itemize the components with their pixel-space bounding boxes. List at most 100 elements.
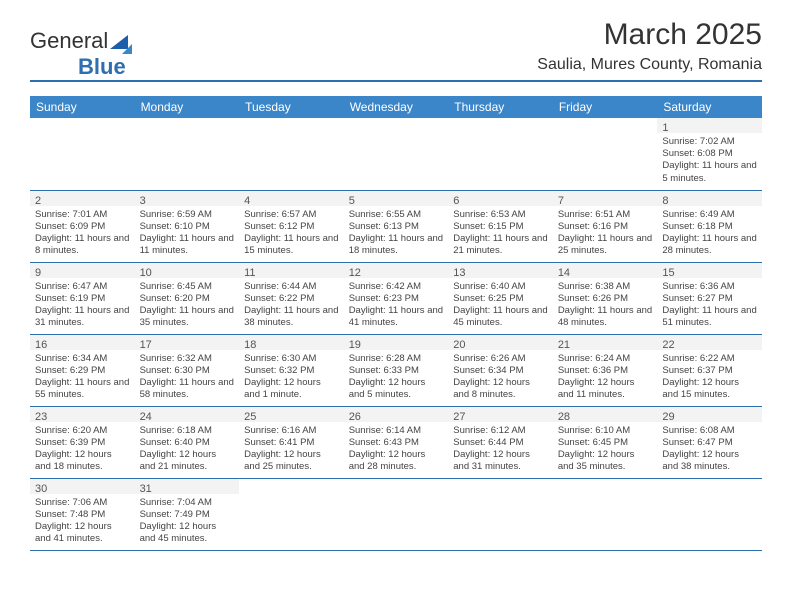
daylight-line: Daylight: 11 hours and 21 minutes. xyxy=(453,233,548,257)
sunrise-line: Sunrise: 7:06 AM xyxy=(35,497,130,509)
sunrise-line: Sunrise: 6:32 AM xyxy=(140,353,235,365)
daylight-line: Daylight: 12 hours and 41 minutes. xyxy=(35,521,130,545)
sunrise-line: Sunrise: 7:04 AM xyxy=(140,497,235,509)
sunset-line: Sunset: 6:26 PM xyxy=(558,293,653,305)
daylight-line: Daylight: 12 hours and 1 minute. xyxy=(244,377,339,401)
weekday-header-row: SundayMondayTuesdayWednesdayThursdayFrid… xyxy=(30,96,762,118)
sunrise-line: Sunrise: 6:44 AM xyxy=(244,281,339,293)
sunrise-line: Sunrise: 6:49 AM xyxy=(662,209,757,221)
calendar-day-cell: 3Sunrise: 6:59 AMSunset: 6:10 PMDaylight… xyxy=(135,190,240,262)
calendar-day-cell: 11Sunrise: 6:44 AMSunset: 6:22 PMDayligh… xyxy=(239,262,344,334)
day-number: 30 xyxy=(35,482,130,496)
daylight-line: Daylight: 12 hours and 28 minutes. xyxy=(349,449,444,473)
daylight-line: Daylight: 12 hours and 38 minutes. xyxy=(662,449,757,473)
day-number: 21 xyxy=(558,338,653,352)
daylight-line: Daylight: 11 hours and 15 minutes. xyxy=(244,233,339,257)
sunrise-line: Sunrise: 6:51 AM xyxy=(558,209,653,221)
sunset-line: Sunset: 6:19 PM xyxy=(35,293,130,305)
calendar-day-cell: 9Sunrise: 6:47 AMSunset: 6:19 PMDaylight… xyxy=(30,262,135,334)
calendar-day-cell: 23Sunrise: 6:20 AMSunset: 6:39 PMDayligh… xyxy=(30,406,135,478)
sunrise-line: Sunrise: 6:47 AM xyxy=(35,281,130,293)
calendar-day-cell: 26Sunrise: 6:14 AMSunset: 6:43 PMDayligh… xyxy=(344,406,449,478)
sunset-line: Sunset: 6:10 PM xyxy=(140,221,235,233)
sunrise-line: Sunrise: 6:42 AM xyxy=(349,281,444,293)
calendar-day-cell: 25Sunrise: 6:16 AMSunset: 6:41 PMDayligh… xyxy=(239,406,344,478)
calendar-day-cell: 16Sunrise: 6:34 AMSunset: 6:29 PMDayligh… xyxy=(30,334,135,406)
sunrise-line: Sunrise: 6:38 AM xyxy=(558,281,653,293)
calendar-day-cell: 20Sunrise: 6:26 AMSunset: 6:34 PMDayligh… xyxy=(448,334,553,406)
sunset-line: Sunset: 6:18 PM xyxy=(662,221,757,233)
day-number: 8 xyxy=(662,194,757,208)
sunrise-line: Sunrise: 6:53 AM xyxy=(453,209,548,221)
title-block: March 2025 Saulia, Mures County, Romania xyxy=(30,18,762,82)
calendar-day-cell: 22Sunrise: 6:22 AMSunset: 6:37 PMDayligh… xyxy=(657,334,762,406)
header: General Blue March 2025 Saulia, Mures Co… xyxy=(0,0,792,88)
day-number: 22 xyxy=(662,338,757,352)
daylight-line: Daylight: 11 hours and 45 minutes. xyxy=(453,305,548,329)
sunset-line: Sunset: 6:44 PM xyxy=(453,437,548,449)
day-number: 31 xyxy=(140,482,235,496)
weekday-header: Thursday xyxy=(448,96,553,118)
sunrise-line: Sunrise: 6:57 AM xyxy=(244,209,339,221)
day-number: 27 xyxy=(453,410,548,424)
calendar-week-row: 1Sunrise: 7:02 AMSunset: 6:08 PMDaylight… xyxy=(30,118,762,190)
day-number: 6 xyxy=(453,194,548,208)
calendar-day-cell: 19Sunrise: 6:28 AMSunset: 6:33 PMDayligh… xyxy=(344,334,449,406)
daylight-line: Daylight: 11 hours and 51 minutes. xyxy=(662,305,757,329)
sunset-line: Sunset: 6:15 PM xyxy=(453,221,548,233)
sunset-line: Sunset: 6:34 PM xyxy=(453,365,548,377)
sunset-line: Sunset: 6:29 PM xyxy=(35,365,130,377)
calendar-day-cell: 31Sunrise: 7:04 AMSunset: 7:49 PMDayligh… xyxy=(135,478,240,550)
calendar-day-cell: 28Sunrise: 6:10 AMSunset: 6:45 PMDayligh… xyxy=(553,406,658,478)
day-number: 26 xyxy=(349,410,444,424)
calendar-day-cell: 30Sunrise: 7:06 AMSunset: 7:48 PMDayligh… xyxy=(30,478,135,550)
sunset-line: Sunset: 6:41 PM xyxy=(244,437,339,449)
day-number: 17 xyxy=(140,338,235,352)
sunrise-line: Sunrise: 6:16 AM xyxy=(244,425,339,437)
daylight-line: Daylight: 11 hours and 18 minutes. xyxy=(349,233,444,257)
sunrise-line: Sunrise: 6:28 AM xyxy=(349,353,444,365)
sunrise-line: Sunrise: 6:40 AM xyxy=(453,281,548,293)
calendar-day-cell: 17Sunrise: 6:32 AMSunset: 6:30 PMDayligh… xyxy=(135,334,240,406)
sunset-line: Sunset: 6:40 PM xyxy=(140,437,235,449)
day-number: 4 xyxy=(244,194,339,208)
day-number: 12 xyxy=(349,266,444,280)
sunset-line: Sunset: 7:48 PM xyxy=(35,509,130,521)
sunrise-line: Sunrise: 6:26 AM xyxy=(453,353,548,365)
sunrise-line: Sunrise: 6:55 AM xyxy=(349,209,444,221)
daylight-line: Daylight: 12 hours and 35 minutes. xyxy=(558,449,653,473)
calendar-day-cell: 15Sunrise: 6:36 AMSunset: 6:27 PMDayligh… xyxy=(657,262,762,334)
calendar-day-cell: 10Sunrise: 6:45 AMSunset: 6:20 PMDayligh… xyxy=(135,262,240,334)
daylight-line: Daylight: 11 hours and 25 minutes. xyxy=(558,233,653,257)
calendar-day-cell: 6Sunrise: 6:53 AMSunset: 6:15 PMDaylight… xyxy=(448,190,553,262)
calendar-empty-cell xyxy=(239,118,344,190)
calendar-empty-cell xyxy=(448,118,553,190)
sunrise-line: Sunrise: 6:18 AM xyxy=(140,425,235,437)
calendar-day-cell: 24Sunrise: 6:18 AMSunset: 6:40 PMDayligh… xyxy=(135,406,240,478)
daylight-line: Daylight: 11 hours and 5 minutes. xyxy=(662,160,757,184)
daylight-line: Daylight: 11 hours and 31 minutes. xyxy=(35,305,130,329)
calendar-day-cell: 4Sunrise: 6:57 AMSunset: 6:12 PMDaylight… xyxy=(239,190,344,262)
sunset-line: Sunset: 6:08 PM xyxy=(662,148,757,160)
calendar-day-cell: 5Sunrise: 6:55 AMSunset: 6:13 PMDaylight… xyxy=(344,190,449,262)
sunset-line: Sunset: 6:25 PM xyxy=(453,293,548,305)
daylight-line: Daylight: 11 hours and 35 minutes. xyxy=(140,305,235,329)
sunset-line: Sunset: 6:47 PM xyxy=(662,437,757,449)
sunrise-line: Sunrise: 6:10 AM xyxy=(558,425,653,437)
sunset-line: Sunset: 6:16 PM xyxy=(558,221,653,233)
day-number: 23 xyxy=(35,410,130,424)
daylight-line: Daylight: 12 hours and 45 minutes. xyxy=(140,521,235,545)
calendar-day-cell: 14Sunrise: 6:38 AMSunset: 6:26 PMDayligh… xyxy=(553,262,658,334)
sunrise-line: Sunrise: 6:30 AM xyxy=(244,353,339,365)
daylight-line: Daylight: 12 hours and 5 minutes. xyxy=(349,377,444,401)
day-number: 13 xyxy=(453,266,548,280)
logo-text-2: Blue xyxy=(78,54,126,79)
day-number: 18 xyxy=(244,338,339,352)
calendar-week-row: 9Sunrise: 6:47 AMSunset: 6:19 PMDaylight… xyxy=(30,262,762,334)
sunrise-line: Sunrise: 6:34 AM xyxy=(35,353,130,365)
daylight-line: Daylight: 12 hours and 31 minutes. xyxy=(453,449,548,473)
sunset-line: Sunset: 6:12 PM xyxy=(244,221,339,233)
weekday-header: Tuesday xyxy=(239,96,344,118)
calendar-day-cell: 13Sunrise: 6:40 AMSunset: 6:25 PMDayligh… xyxy=(448,262,553,334)
daylight-line: Daylight: 12 hours and 18 minutes. xyxy=(35,449,130,473)
